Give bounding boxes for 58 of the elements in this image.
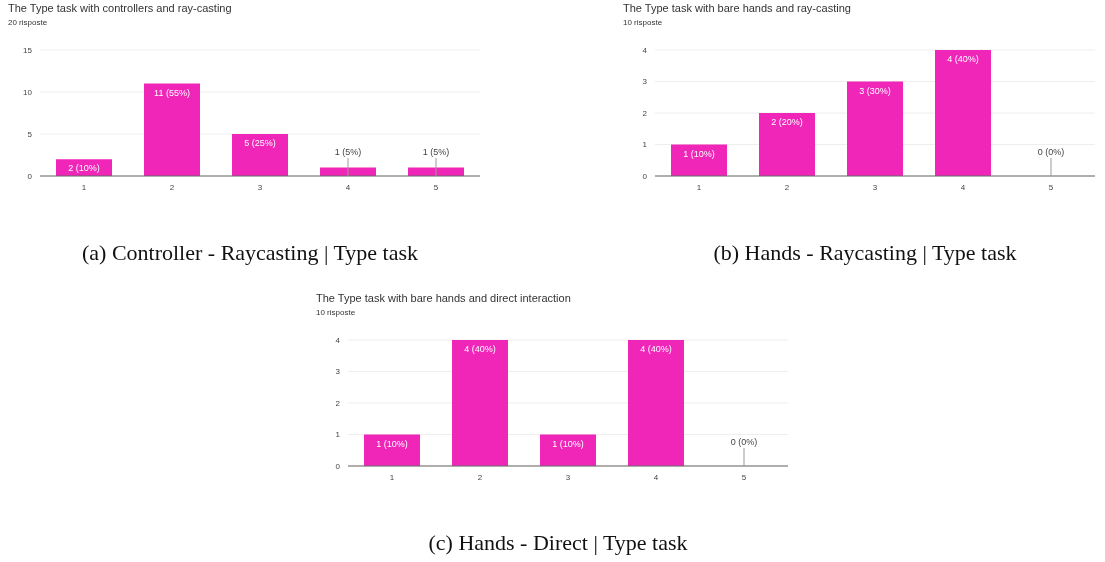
- chart-title: The Type task with controllers and ray-casting: [8, 2, 232, 14]
- y-tick-label: 5: [27, 129, 33, 139]
- y-tick-label: 3: [642, 77, 648, 87]
- y-tick-label: 4: [642, 45, 648, 55]
- x-tick-label: 3: [872, 182, 878, 192]
- chart-title: The Type task with bare hands and ray-casting: [623, 2, 851, 14]
- x-tick-label: 2: [477, 472, 483, 482]
- data-label: 2 (10%): [68, 163, 100, 174]
- chart-subtitle: 20 risposte: [8, 18, 48, 27]
- text: (c) Hands - Direct | Type task: [427, 530, 689, 556]
- data-label: 1 (5%): [334, 147, 362, 157]
- chart-subtitle: 10 risposte: [316, 308, 356, 317]
- x-tick-label: 1: [389, 472, 395, 482]
- bar: [847, 81, 903, 176]
- y-tick-label: 0: [27, 171, 33, 181]
- x-tick-label: 3: [257, 182, 263, 192]
- text: (a) Controller - Raycasting | Type task: [80, 240, 419, 266]
- y-tick-label: 2: [335, 398, 341, 408]
- x-tick-label: 4: [345, 182, 351, 192]
- data-label: 4 (40%): [640, 344, 672, 354]
- chart-subtitle: 10 risposte: [623, 18, 663, 27]
- data-label: 5 (25%): [244, 138, 276, 148]
- x-tick-label: 5: [433, 182, 439, 192]
- data-label: 2 (20%): [771, 117, 803, 127]
- y-tick-label: 15: [23, 45, 33, 55]
- data-label: 11 (55%): [154, 87, 190, 98]
- y-tick-label: 4: [335, 335, 341, 345]
- chart-title: The Type task with bare hands and direct interaction: [316, 292, 571, 304]
- bar: [144, 83, 200, 176]
- data-label: 4 (40%): [464, 344, 496, 354]
- bar: [759, 113, 815, 176]
- y-tick-label: 2: [642, 108, 648, 118]
- bar: [232, 134, 288, 176]
- data-label: 0 (0%): [1037, 147, 1065, 157]
- data-label: 1 (10%): [552, 438, 584, 449]
- x-tick-label: 5: [741, 472, 747, 482]
- data-label: 4 (40%): [947, 54, 979, 64]
- y-tick-label: 1: [642, 140, 648, 150]
- y-tick-label: 10: [23, 87, 33, 97]
- y-tick-label: 1: [335, 430, 341, 440]
- x-tick-label: 1: [81, 182, 87, 192]
- x-tick-label: 4: [653, 472, 659, 482]
- y-tick-label: 0: [335, 461, 341, 471]
- x-tick-label: 2: [784, 182, 790, 192]
- x-tick-label: 4: [960, 182, 966, 192]
- data-label: 1 (10%): [376, 438, 408, 449]
- x-tick-label: 5: [1048, 182, 1054, 192]
- data-label: 1 (10%): [683, 148, 715, 159]
- data-label: 0 (0%): [730, 437, 758, 447]
- data-label: 1 (5%): [422, 147, 450, 157]
- y-tick-label: 0: [642, 171, 648, 181]
- x-tick-label: 2: [169, 182, 175, 192]
- x-tick-label: 1: [696, 182, 702, 192]
- text: (b) Hands - Raycasting | Type task: [712, 240, 1018, 266]
- data-label: 3 (30%): [859, 85, 891, 96]
- x-tick-label: 3: [565, 472, 571, 482]
- y-tick-label: 3: [335, 367, 341, 377]
- bar: [935, 50, 991, 176]
